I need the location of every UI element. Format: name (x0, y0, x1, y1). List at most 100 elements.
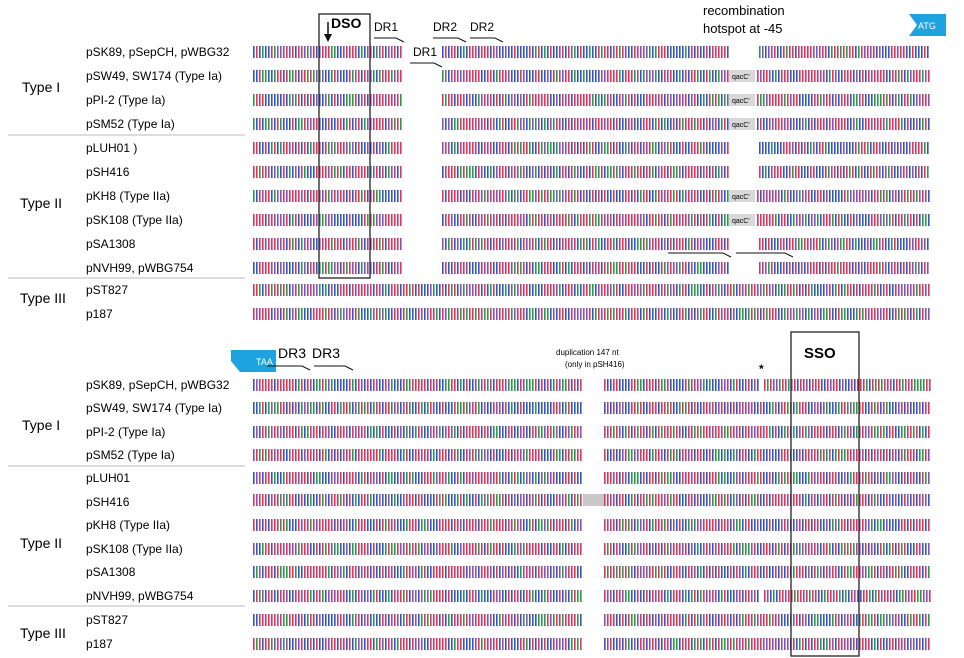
nucleotide-stripe (361, 449, 363, 461)
nucleotide-stripe (661, 308, 663, 320)
nucleotide-stripe (361, 70, 363, 82)
nucleotide-stripe (649, 590, 651, 602)
nucleotide-stripe (694, 70, 696, 82)
nucleotide-stripe (325, 214, 327, 226)
nucleotide-stripe (607, 262, 609, 274)
nucleotide-stripe (703, 614, 705, 626)
nucleotide-stripe (256, 379, 258, 391)
nucleotide-stripe (562, 472, 564, 484)
nucleotide-stripe (916, 284, 918, 296)
nucleotide-stripe (775, 214, 777, 226)
nucleotide-stripe (820, 308, 822, 320)
nucleotide-stripe (706, 614, 708, 626)
nucleotide-stripe (676, 262, 678, 274)
nucleotide-stripe (256, 494, 258, 506)
nucleotide-stripe (322, 519, 324, 531)
nucleotide-stripe (301, 426, 303, 438)
nucleotide-stripe (670, 566, 672, 578)
nucleotide-stripe (529, 94, 531, 106)
nucleotide-stripe (364, 379, 366, 391)
nucleotide-stripe (325, 190, 327, 202)
nucleotide-stripe (568, 94, 570, 106)
nucleotide-stripe (286, 426, 288, 438)
nucleotide-stripe (877, 70, 879, 82)
row-label: pSW49, SW174 (Type Ia) (86, 69, 222, 83)
nucleotide-stripe (298, 308, 300, 320)
nucleotide-stripe (325, 519, 327, 531)
nucleotide-stripe (277, 426, 279, 438)
nucleotide-stripe (472, 472, 474, 484)
nucleotide-stripe (840, 46, 842, 58)
nucleotide-stripe (784, 284, 786, 296)
nucleotide-stripe (907, 519, 909, 531)
nucleotide-stripe (562, 46, 564, 58)
nucleotide-stripe (400, 449, 402, 461)
nucleotide-stripe (397, 238, 399, 250)
nucleotide-stripe (262, 262, 264, 274)
nucleotide-stripe (849, 262, 851, 274)
nucleotide-stripe (487, 426, 489, 438)
nucleotide-stripe (589, 284, 591, 296)
nucleotide-stripe (460, 519, 462, 531)
nucleotide-stripe (478, 472, 480, 484)
nucleotide-stripe (289, 426, 291, 438)
nucleotide-stripe (670, 166, 672, 178)
nucleotide-stripe (289, 614, 291, 626)
nucleotide-stripe (397, 94, 399, 106)
nucleotide-stripe (673, 426, 675, 438)
nucleotide-stripe (376, 590, 378, 602)
nucleotide-stripe (793, 426, 795, 438)
nucleotide-stripe (634, 142, 636, 154)
nucleotide-stripe (826, 190, 828, 202)
nucleotide-stripe (391, 614, 393, 626)
nucleotide-stripe (846, 238, 848, 250)
nucleotide-stripe (379, 614, 381, 626)
nucleotide-stripe (451, 426, 453, 438)
nucleotide-stripe (316, 379, 318, 391)
nucleotide-stripe (277, 472, 279, 484)
nucleotide-stripe (691, 238, 693, 250)
nucleotide-stripe (391, 94, 393, 106)
nucleotide-stripe (418, 566, 420, 578)
nucleotide-stripe (532, 494, 534, 506)
nucleotide-stripe (760, 214, 762, 226)
nucleotide-stripe (727, 262, 729, 274)
nucleotide-stripe (397, 494, 399, 506)
nucleotide-stripe (661, 449, 663, 461)
nucleotide-stripe (265, 519, 267, 531)
atg-flag-icon (909, 14, 946, 36)
nucleotide-stripe (262, 118, 264, 130)
nucleotide-stripe (859, 284, 861, 296)
nucleotide-stripe (361, 566, 363, 578)
nucleotide-stripe (529, 46, 531, 58)
nucleotide-stripe (283, 262, 285, 274)
nucleotide-stripe (833, 379, 835, 391)
nucleotide-stripe (652, 494, 654, 506)
nucleotide-stripe (715, 543, 717, 555)
nucleotide-stripe (490, 566, 492, 578)
nucleotide-stripe (259, 190, 261, 202)
nucleotide-stripe (655, 543, 657, 555)
nucleotide-stripe (871, 284, 873, 296)
nucleotide-stripe (313, 472, 315, 484)
nucleotide-stripe (751, 590, 753, 602)
nucleotide-stripe (262, 142, 264, 154)
nucleotide-stripe (526, 426, 528, 438)
nucleotide-stripe (586, 70, 588, 82)
nucleotide-stripe (679, 426, 681, 438)
nucleotide-stripe (619, 590, 621, 602)
nucleotide-stripe (394, 402, 396, 414)
nucleotide-stripe (505, 590, 507, 602)
nucleotide-stripe (508, 402, 510, 414)
nucleotide-stripe (340, 590, 342, 602)
nucleotide-stripe (421, 472, 423, 484)
nucleotide-stripe (829, 472, 831, 484)
nucleotide-stripe (271, 449, 273, 461)
nucleotide-stripe (795, 166, 797, 178)
nucleotide-stripe (604, 190, 606, 202)
nucleotide-stripe (826, 449, 828, 461)
nucleotide-stripe (469, 214, 471, 226)
nucleotide-stripe (370, 214, 372, 226)
nucleotide-stripe (445, 238, 447, 250)
nucleotide-stripe (301, 262, 303, 274)
